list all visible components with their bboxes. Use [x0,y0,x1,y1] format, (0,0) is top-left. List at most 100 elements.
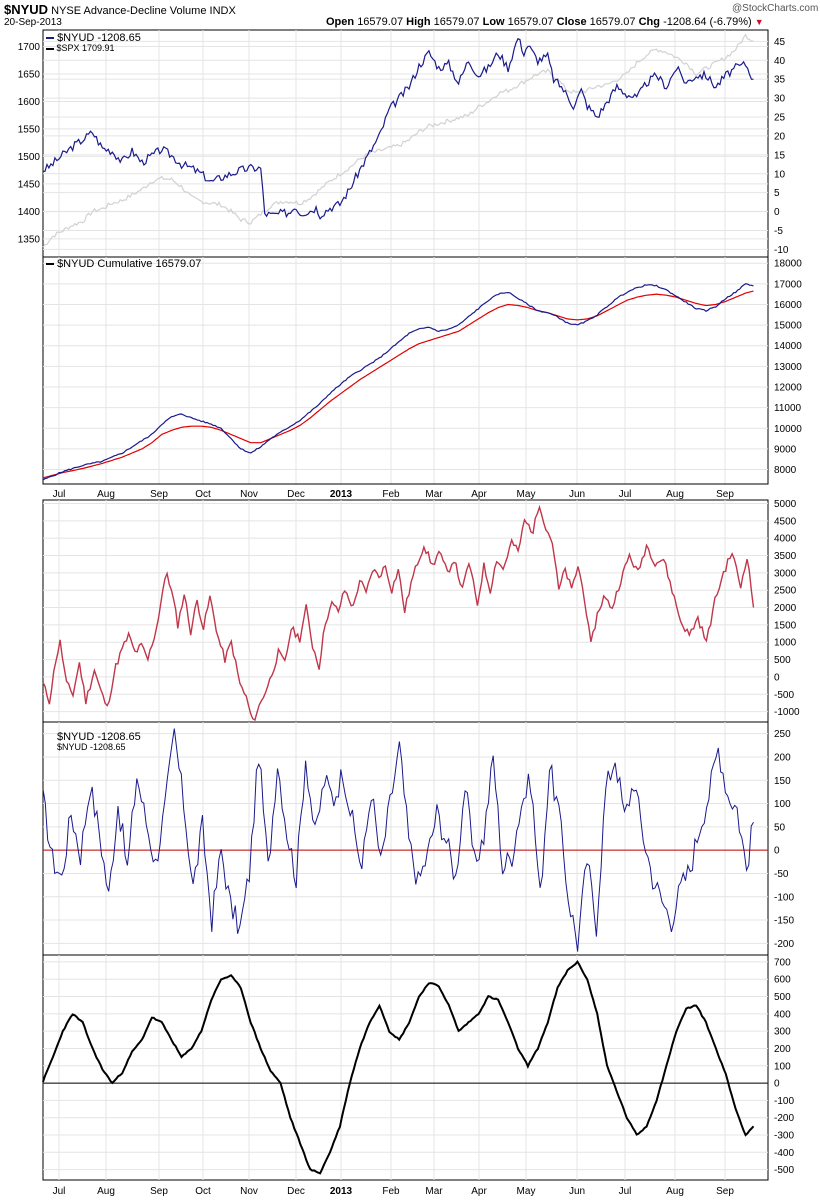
tick-label: 4000 [774,534,797,545]
tick-label: 1350 [18,234,41,245]
legend-swatch-black2 [46,263,54,266]
close-value: 16579.07 [589,16,636,28]
tick-label: 13000 [774,362,802,373]
low-value: 16579.07 [507,16,554,28]
tick-label: 600 [774,975,791,986]
tick-label: 16000 [774,300,802,311]
tick-label: 1700 [18,42,41,53]
tick-label: -1000 [774,707,800,718]
tick-label: -50 [774,869,789,880]
p1-legend-spx-text: $SPX 1709.91 [56,43,115,53]
month-label-bottom: Sep [150,1186,168,1197]
month-label: Feb [382,489,400,500]
panel-frame [42,954,769,1181]
tick-label: 2000 [774,603,797,614]
tick-label: 14000 [774,341,802,352]
red-oscillator-line [42,504,755,722]
month-label-bottom: Dec [287,1186,305,1197]
tick-label: 1400 [18,207,41,218]
tick-label: -150 [774,916,794,927]
tick-label: 0 [774,846,780,857]
month-label-bottom: Feb [382,1186,400,1197]
tick-label: 1500 [18,152,41,163]
month-label: Dec [287,489,305,500]
tick-label: -5 [774,226,783,237]
tick-label: 200 [774,1044,791,1055]
p4-legend-b: $NYUD -1208.65 [57,742,126,752]
chart-date: 20-Sep-2013 [4,17,62,28]
p4-legend-a: $NYUD -1208.65 [57,731,141,743]
month-label: Jul [619,489,632,500]
month-label-bottom: Jul [619,1186,632,1197]
nyud-line [42,37,754,220]
low-label: Low [482,16,505,28]
tick-label: 20 [774,131,786,142]
down-triangle-icon: ▼ [754,17,764,27]
tick-label: 300 [774,1027,791,1038]
month-label: Aug [666,489,684,500]
tick-label: 1650 [18,69,41,80]
daily-line [42,728,754,952]
tick-label: 700 [774,957,791,968]
month-label: 2013 [330,489,353,500]
tick-label: 200 [774,752,791,763]
tick-label: 40 [774,56,786,67]
panel-frame [42,29,769,258]
tick-label: 18000 [774,259,802,270]
cumulative-line [42,283,754,481]
month-label-bottom: Aug [666,1186,684,1197]
tick-label: 1450 [18,179,41,190]
tick-label: -400 [774,1148,794,1159]
open-label: Open [326,16,355,28]
high-label: High [406,16,431,28]
p1-legend-nyud-text: $NYUD -1208.65 [57,32,141,44]
tick-label: 10 [774,169,786,180]
tick-label: 10000 [774,424,802,435]
tick-label: 15000 [774,321,802,332]
p1-legend-spx: $SPX 1709.91 [46,43,115,53]
watermark: @StockCharts.com [732,3,819,14]
month-label: Sep [716,489,734,500]
tick-label: 11000 [774,403,802,414]
tick-label: 1600 [18,97,41,108]
cumulative-ma-line [42,290,754,479]
close-label: Close [556,16,587,28]
tick-label: 100 [774,799,791,810]
month-label: Aug [97,489,115,500]
tick-label: 5 [774,188,780,199]
month-label-bottom: Jun [569,1186,585,1197]
tick-label: 1550 [18,124,41,135]
tick-label: 400 [774,1009,791,1020]
tick-label: 250 [774,729,791,740]
month-label-bottom: 2013 [330,1186,353,1197]
tick-label: -300 [774,1131,794,1142]
tick-label: 2500 [774,586,797,597]
tick-label: 17000 [774,279,802,290]
panel-frame [42,721,769,956]
month-label-bottom: Sep [716,1186,734,1197]
month-label: Oct [195,489,211,500]
tick-label: 100 [774,1061,791,1072]
p2-legend: $NYUD Cumulative 16579.07 [46,258,201,270]
tick-label: -100 [774,892,794,903]
month-label: Apr [471,489,487,500]
symbol-type: INDX [209,5,236,17]
tick-label: 1500 [774,620,797,631]
tick-label: 1000 [774,638,797,649]
tick-label: 0 [774,1079,780,1090]
month-label-bottom: Nov [240,1186,258,1197]
tick-label: -100 [774,1096,794,1107]
smoothed-line [42,960,755,1175]
month-label: Jun [569,489,585,500]
tick-label: 0 [774,207,780,218]
chg-value: -1208.64 (-6.79%) [663,16,752,28]
tick-label: -500 [774,1165,794,1176]
tick-label: 500 [774,655,791,666]
tick-label: 12000 [774,383,802,394]
month-label: Nov [240,489,258,500]
month-label-bottom: Oct [195,1186,211,1197]
tick-label: 5000 [774,499,797,510]
tick-label: 25 [774,113,786,124]
p1-legend-nyud: $NYUD -1208.65 [46,32,141,44]
